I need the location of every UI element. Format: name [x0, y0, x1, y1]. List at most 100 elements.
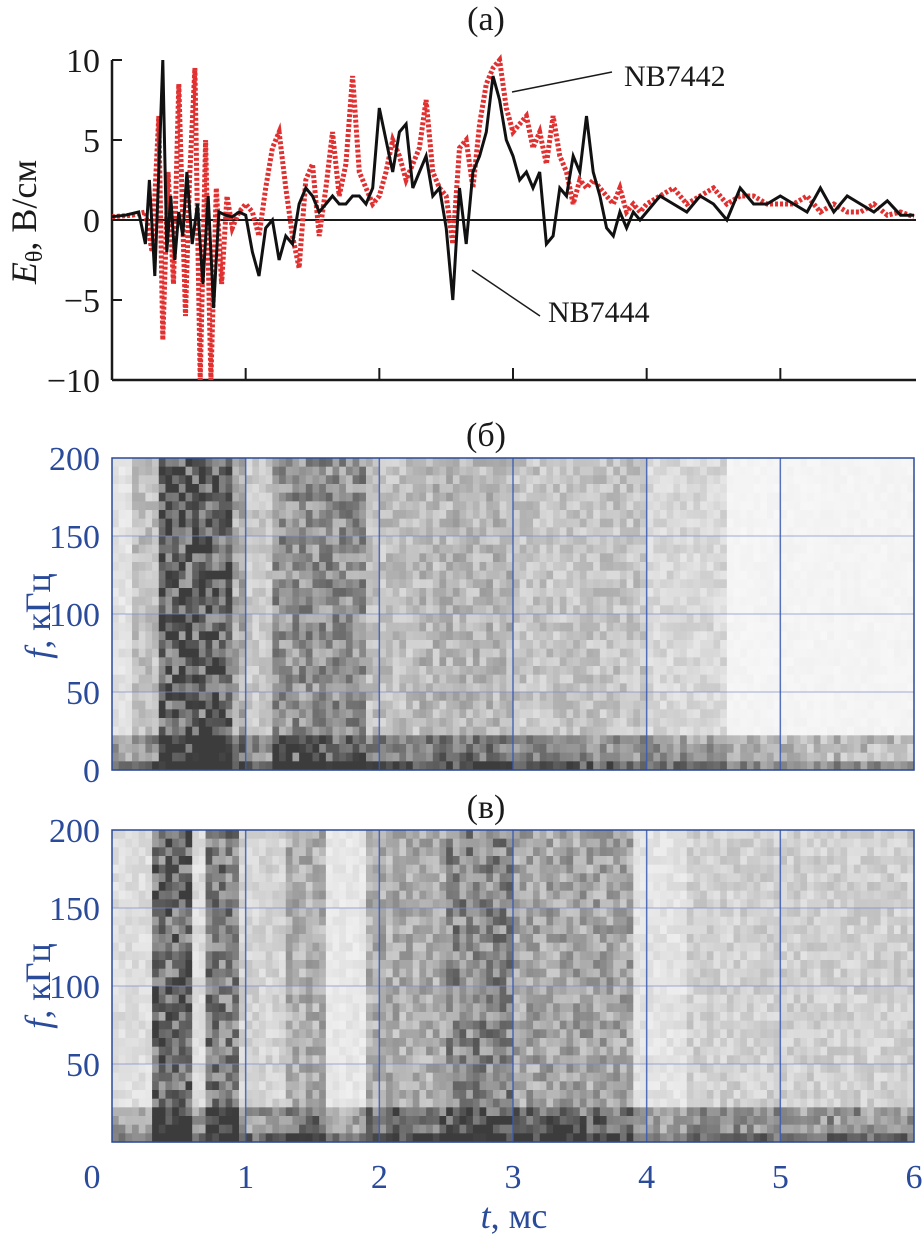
spectrogram-cell — [426, 527, 434, 537]
spectrogram-cell — [172, 553, 180, 563]
spectrogram-cell — [205, 744, 213, 754]
spectrogram-cell — [426, 501, 434, 511]
spectrogram-cell — [192, 1133, 200, 1143]
spectrogram-cell — [172, 458, 180, 468]
spectrogram-cell — [112, 890, 120, 900]
spectrogram-cell — [272, 518, 280, 528]
spectrogram-cell — [820, 466, 828, 476]
spectrogram-cell — [787, 657, 795, 667]
spectrogram-cell — [252, 492, 260, 502]
spectrogram-cell — [773, 484, 781, 494]
spectrogram-cell — [285, 475, 294, 485]
spectrogram-cell — [125, 596, 133, 606]
spectrogram-cell — [432, 492, 441, 502]
spectrogram-cell — [172, 570, 180, 580]
spectrogram-cell — [706, 614, 715, 624]
spectrogram-cell — [900, 700, 908, 710]
spectrogram-cell — [225, 692, 233, 702]
spectrogram-cell — [292, 709, 300, 719]
spectrogram-cell — [559, 596, 568, 606]
spectrogram-cell — [780, 631, 788, 641]
spectrogram-cell — [185, 501, 193, 511]
spectrogram-cell — [225, 579, 233, 589]
spectrogram-cell — [352, 726, 360, 736]
spectrogram-cell — [513, 657, 521, 667]
spectrogram-cell — [339, 579, 347, 589]
spectrogram-cell — [198, 1012, 207, 1022]
spectrogram-cell — [893, 510, 902, 520]
spectrogram-cell — [285, 492, 294, 502]
spectrogram-cell — [185, 916, 193, 926]
panel-b-title: (б) — [466, 417, 506, 454]
spectrogram-cell — [553, 614, 561, 624]
spectrogram-cell — [386, 700, 394, 710]
spectrogram-cell — [626, 761, 634, 771]
spectrogram-cell — [606, 666, 614, 676]
spectrogram-cell — [499, 709, 507, 719]
spectrogram-cell — [713, 683, 721, 693]
spectrogram-cell — [720, 458, 728, 468]
spectrogram-cell — [292, 501, 300, 511]
spectrogram-cell — [145, 475, 153, 485]
spectrogram-cell — [666, 666, 674, 676]
spectrogram-cell — [192, 1072, 200, 1082]
spectrogram-cell — [426, 562, 434, 572]
spectrogram-cell — [426, 510, 434, 520]
spectrogram-cell — [312, 596, 320, 606]
spectrogram-cell — [205, 1046, 213, 1056]
spectrogram-cell — [165, 718, 173, 728]
spectrogram-cell — [238, 614, 247, 624]
spectrogram-cell — [907, 562, 915, 572]
spectrogram-cell — [713, 744, 721, 754]
spectrogram-cell — [165, 744, 173, 754]
spectrogram-cell — [198, 1029, 207, 1039]
spectrogram-cell — [132, 873, 140, 883]
spectrogram-cell — [218, 1133, 227, 1143]
spectrogram-cell — [833, 718, 842, 728]
spectrogram-cell — [893, 692, 902, 702]
spectrogram-cell — [372, 683, 380, 693]
spectrogram-cell — [847, 726, 855, 736]
spectrogram-cell — [252, 544, 260, 554]
spectrogram-cell — [132, 614, 140, 624]
spectrogram-cell — [566, 596, 574, 606]
spectrogram-cell — [506, 588, 514, 598]
spectrogram-cell — [660, 527, 668, 537]
spectrogram-cell — [787, 614, 795, 624]
spectrogram-cell — [533, 484, 541, 494]
spectrogram-cell — [245, 709, 253, 719]
spectrogram-cell — [853, 761, 862, 771]
spectrogram-cell — [112, 553, 120, 563]
spectrogram-cell — [479, 536, 487, 546]
spectrogram-cell — [813, 544, 822, 554]
spectrogram-cell — [172, 951, 180, 961]
spectrogram-cell — [152, 475, 160, 485]
spectrogram-cell — [660, 510, 668, 520]
spectrogram-cell — [900, 596, 908, 606]
spectrogram-cell — [740, 484, 748, 494]
spectrogram-cell — [359, 562, 367, 572]
spectrogram-cell — [653, 596, 661, 606]
spectrogram-cell — [673, 544, 681, 554]
spectrogram-cell — [386, 648, 394, 658]
spectrogram-cell — [372, 553, 380, 563]
spectrogram-cell — [285, 605, 294, 615]
spectrogram-cell — [225, 588, 233, 598]
spectrogram-cell — [586, 536, 594, 546]
spectrogram-cell — [118, 562, 126, 572]
spectrogram-cell — [686, 752, 695, 762]
spectrogram-cell — [112, 640, 120, 650]
spectrogram-cell — [112, 1124, 120, 1134]
spectrogram-cell — [172, 614, 180, 624]
spectrogram-cell — [272, 596, 280, 606]
spectrogram-cell — [559, 553, 568, 563]
spectrogram-cell — [345, 510, 354, 520]
spectrogram-cell — [740, 674, 748, 684]
spectrogram-cell — [673, 596, 681, 606]
spectrogram-cell — [593, 735, 601, 745]
spectrogram-cell — [760, 752, 768, 762]
spectrogram-cell — [492, 666, 501, 676]
spectrogram-cell — [793, 744, 801, 754]
spectrogram-cell — [352, 579, 360, 589]
spectrogram-cell — [760, 614, 768, 624]
